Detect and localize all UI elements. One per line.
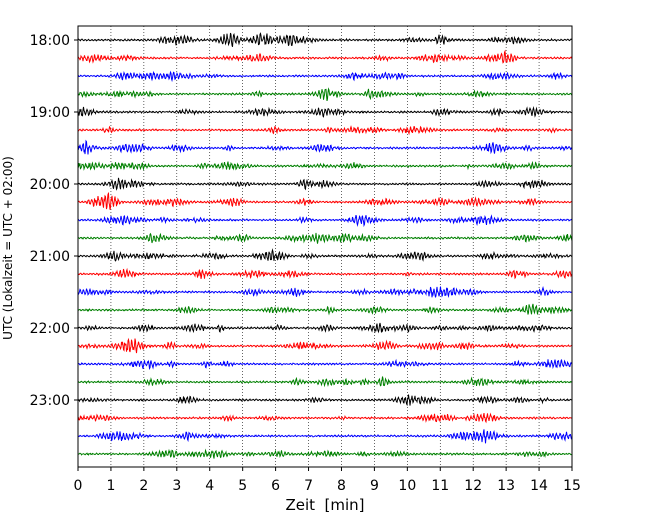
x-tick-label: 14 (530, 478, 548, 494)
y-tick-label: 23:00 (30, 393, 70, 409)
y-tick-label: 20:00 (30, 177, 70, 193)
trace-line (77, 303, 573, 316)
x-tick-label: 12 (464, 478, 482, 494)
trace-line (77, 139, 573, 155)
trace-line (77, 214, 573, 228)
x-tick-label: 7 (304, 478, 313, 494)
trace-line (77, 376, 573, 388)
y-tick-label: 22:00 (30, 321, 70, 337)
trace-line (77, 70, 573, 83)
trace-line (78, 358, 573, 370)
trace-line (77, 87, 573, 102)
y-tick-label: 21:00 (30, 249, 70, 265)
x-tick-label: 4 (205, 478, 214, 494)
trace-line (77, 105, 573, 118)
x-tick-label: 15 (563, 478, 581, 494)
y-tick-label: 19:00 (30, 105, 70, 121)
trace-line (77, 32, 573, 47)
x-tick-label: 9 (370, 478, 379, 494)
trace-line (77, 429, 573, 444)
trace-line (77, 448, 573, 459)
trace-line (77, 412, 573, 424)
trace-line (77, 267, 573, 280)
x-tick-label: 11 (431, 478, 449, 494)
trace-line (77, 160, 573, 171)
x-axis-label: Zeit [min] (285, 496, 364, 514)
trace-line (77, 322, 573, 334)
trace-line (77, 125, 573, 136)
x-tick-label: 1 (106, 478, 115, 494)
plot-area (78, 26, 572, 467)
plot-frame (77, 25, 573, 468)
x-tick-label: 2 (139, 478, 148, 494)
trace-line (77, 248, 573, 262)
x-tick-label: 0 (74, 478, 83, 494)
x-tick-label: 8 (337, 478, 346, 494)
x-tick-label: 5 (238, 478, 247, 494)
trace-line (77, 285, 573, 298)
x-tick-label: 10 (398, 478, 416, 494)
trace-line (77, 49, 573, 64)
y-axis-ticks: 18:00 19:00 20:00 21:00 22:00 23:00 (30, 33, 78, 409)
trace-line (77, 191, 573, 210)
y-tick-label: 18:00 (30, 33, 70, 49)
y-axis-label: UTC (Lokalzeit = UTC + 02:00) (1, 156, 15, 340)
trace-line (77, 394, 573, 407)
x-axis-ticks: 0 1 2 3 4 5 6 7 8 9 10 11 12 13 14 15 (74, 467, 581, 494)
x-tick-label: 3 (172, 478, 181, 494)
x-tick-label: 6 (271, 478, 280, 494)
trace-line (77, 337, 573, 354)
trace-line (77, 177, 573, 191)
trace-line (77, 232, 573, 244)
seismogram-traces (77, 32, 573, 459)
x-tick-label: 13 (497, 478, 515, 494)
